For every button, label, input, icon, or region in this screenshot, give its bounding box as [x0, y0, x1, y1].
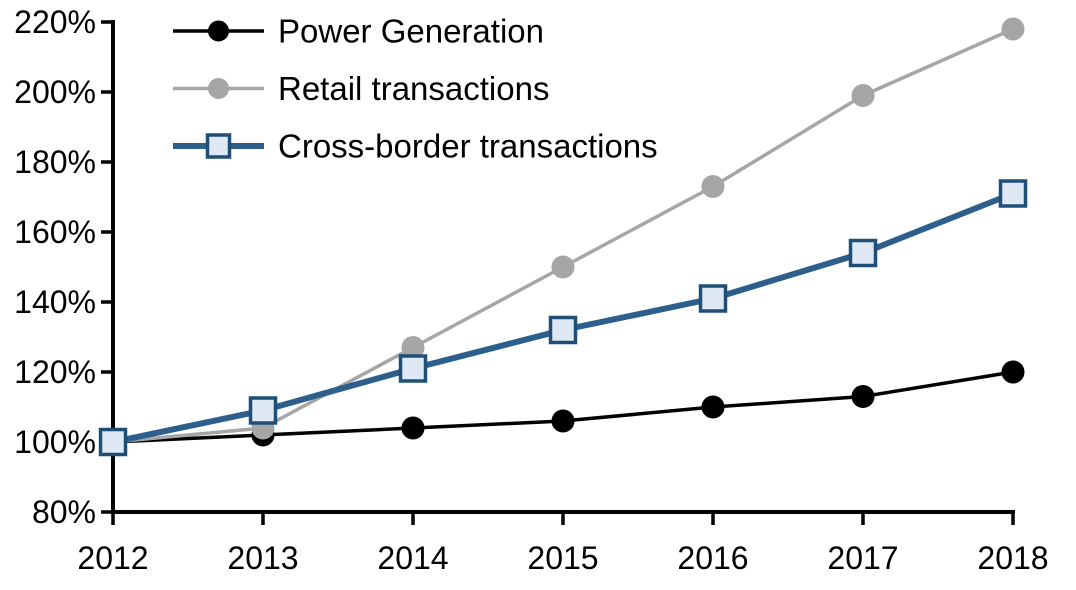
y-tick-label-80: 80%	[32, 494, 96, 530]
legend-marker-power-generation	[208, 20, 229, 42]
y-tick-label-120: 120%	[14, 354, 96, 390]
y-tick-label-140: 140%	[14, 284, 96, 320]
legend-marker-cross-border-transactions	[205, 133, 232, 159]
marker-cross-border-transactions-2012	[98, 427, 128, 457]
marker-retail-transactions-2017	[851, 84, 875, 107]
marker-power-generation-2014	[401, 416, 425, 440]
marker-cross-border-transactions-2013	[248, 396, 278, 425]
x-tick-label-2018: 2018	[977, 540, 1048, 576]
marker-cross-border-transactions-2017	[848, 238, 878, 268]
legend-label-retail-transactions: Retail transactions	[278, 70, 549, 107]
legend-label-power-generation: Power Generation	[278, 13, 544, 50]
marker-retail-transactions-2018	[1001, 17, 1025, 41]
x-tick-label-2012: 2012	[77, 540, 148, 576]
legend-marker-retail-transactions	[208, 78, 229, 99]
marker-power-generation-2016	[701, 395, 725, 419]
marker-power-generation-2015	[551, 409, 575, 433]
x-tick-label-2017: 2017	[827, 540, 898, 576]
marker-retail-transactions-2015	[551, 255, 575, 279]
y-tick-label-180: 180%	[14, 144, 96, 180]
x-tick-label-2015: 2015	[527, 540, 598, 576]
series-line-retail-transactions	[112, 27, 1014, 444]
y-tick-label-200: 200%	[14, 74, 96, 110]
marker-cross-border-transactions-2018	[998, 179, 1028, 208]
legend-label-cross-border-transactions: Cross-border transactions	[278, 128, 658, 165]
marker-power-generation-2018	[1001, 360, 1025, 384]
marker-cross-border-transactions-2014	[398, 354, 428, 383]
marker-cross-border-transactions-2015	[548, 315, 578, 345]
marker-retail-transactions-2016	[701, 175, 725, 198]
marker-cross-border-transactions-2016	[698, 284, 728, 313]
x-tick-label-2013: 2013	[227, 540, 298, 576]
y-tick-label-220: 220%	[14, 4, 96, 40]
y-tick-label-100: 100%	[14, 424, 96, 460]
x-tick-label-2014: 2014	[377, 540, 448, 576]
marker-power-generation-2017	[851, 385, 875, 408]
x-tick-label-2016: 2016	[677, 540, 748, 576]
y-tick-label-160: 160%	[14, 214, 96, 250]
